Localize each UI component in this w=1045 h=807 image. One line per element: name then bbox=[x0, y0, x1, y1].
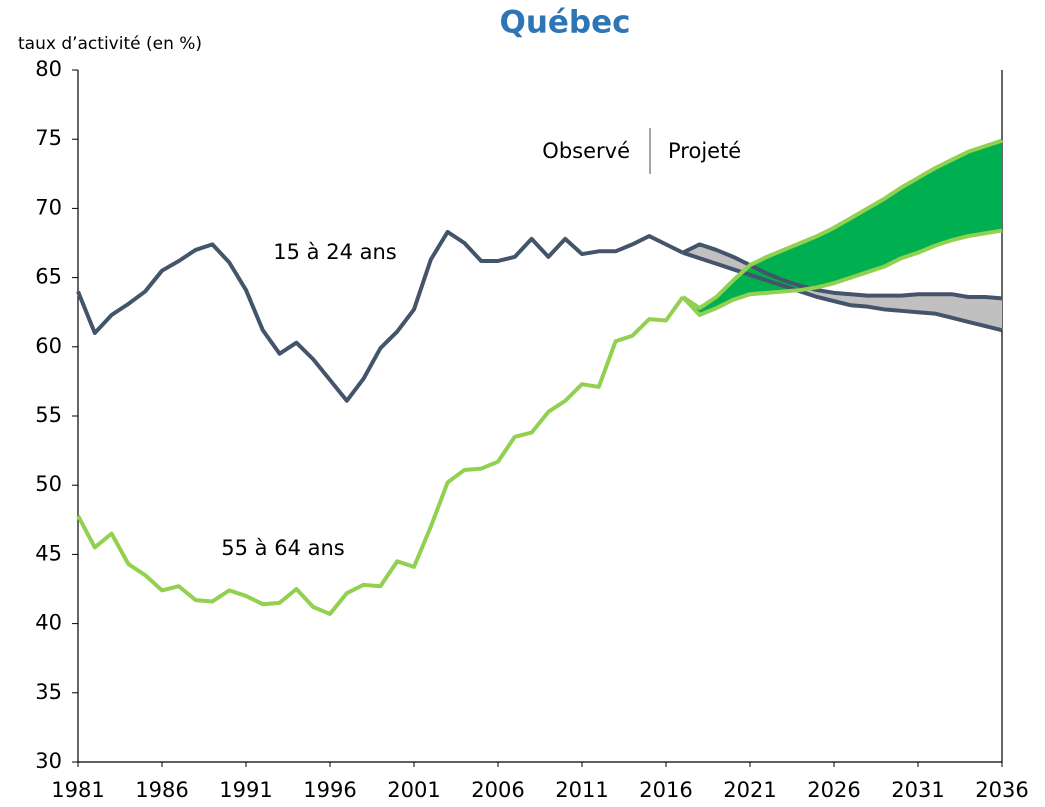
page: Québec taux d’activité (en %) Observé Pr… bbox=[0, 0, 1045, 807]
series-label: 15 à 24 ans bbox=[273, 240, 396, 264]
x-tick-label: 2031 bbox=[891, 778, 944, 802]
chart: Québec taux d’activité (en %) Observé Pr… bbox=[0, 0, 1045, 807]
y-tick-label: 55 bbox=[35, 403, 62, 427]
x-tick-label: 2026 bbox=[807, 778, 860, 802]
x-tick-label: 2001 bbox=[387, 778, 440, 802]
y-tick-label: 65 bbox=[35, 265, 62, 289]
annotation: Projeté bbox=[668, 139, 741, 163]
y-tick-label: 40 bbox=[35, 611, 62, 635]
y-tick-label: 60 bbox=[35, 334, 62, 358]
x-tick-label: 2006 bbox=[471, 778, 524, 802]
series-line bbox=[78, 297, 683, 614]
x-tick-label: 2016 bbox=[639, 778, 692, 802]
y-tick-label: 30 bbox=[35, 749, 62, 773]
x-tick-label: 1986 bbox=[135, 778, 188, 802]
annotation: Observé bbox=[542, 139, 630, 163]
x-tick-label: 1981 bbox=[51, 778, 104, 802]
y-tick-label: 70 bbox=[35, 195, 62, 219]
chart-title: Québec bbox=[499, 5, 630, 41]
series-label: 55 à 64 ans bbox=[221, 536, 344, 560]
x-tick-label: 2036 bbox=[975, 778, 1028, 802]
y-axis-label: taux d’activité (en %) bbox=[18, 34, 202, 54]
y-tick-label: 35 bbox=[35, 680, 62, 704]
y-tick-label: 75 bbox=[35, 126, 62, 150]
projection-band bbox=[683, 141, 1002, 315]
y-tick-label: 45 bbox=[35, 541, 62, 565]
x-tick-label: 2011 bbox=[555, 778, 608, 802]
x-tick-label: 2021 bbox=[723, 778, 776, 802]
y-tick-label: 50 bbox=[35, 472, 62, 496]
x-tick-label: 1996 bbox=[303, 778, 356, 802]
y-tick-label: 80 bbox=[35, 57, 62, 81]
x-tick-label: 1991 bbox=[219, 778, 272, 802]
